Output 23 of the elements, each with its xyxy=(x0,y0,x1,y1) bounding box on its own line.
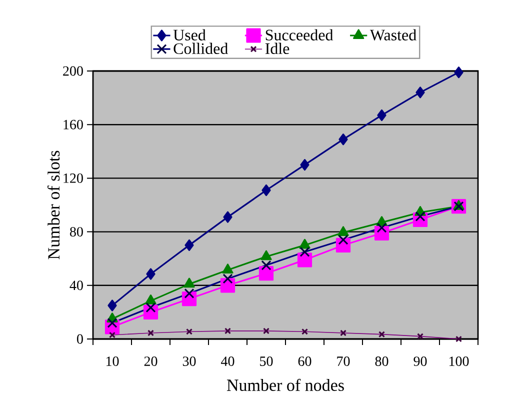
legend-label: Used xyxy=(173,29,206,40)
x-tick-label: 20 xyxy=(144,356,158,366)
y-tick-label: 80 xyxy=(70,227,83,237)
legend-label: Wasted xyxy=(370,29,416,41)
y-tick-label: 0 xyxy=(77,334,83,344)
x-tick-label: 30 xyxy=(182,356,196,366)
y-tick-label: 120 xyxy=(64,173,83,183)
x-axis-title: Number of nodes xyxy=(226,378,344,391)
y-tick-label: 200 xyxy=(63,66,83,76)
x-tick-label: 100 xyxy=(449,356,469,366)
x-tick-label: 70 xyxy=(337,356,350,366)
legend-label: Idle xyxy=(265,42,290,54)
y-tick-label: 40 xyxy=(70,280,83,290)
x-tick-label: 50 xyxy=(260,356,273,366)
x-tick-label: 10 xyxy=(106,356,119,366)
legend-label: Collided xyxy=(174,42,228,54)
x-tick-label: 40 xyxy=(221,356,234,366)
y-axis-title: Number of slots xyxy=(47,150,60,260)
x-tick-label: 80 xyxy=(375,356,388,366)
x-tick-label: 90 xyxy=(414,356,427,366)
y-tick-label: 160 xyxy=(64,120,83,130)
x-tick-label: 60 xyxy=(298,356,312,366)
legend-label: Succeeded xyxy=(266,29,334,40)
